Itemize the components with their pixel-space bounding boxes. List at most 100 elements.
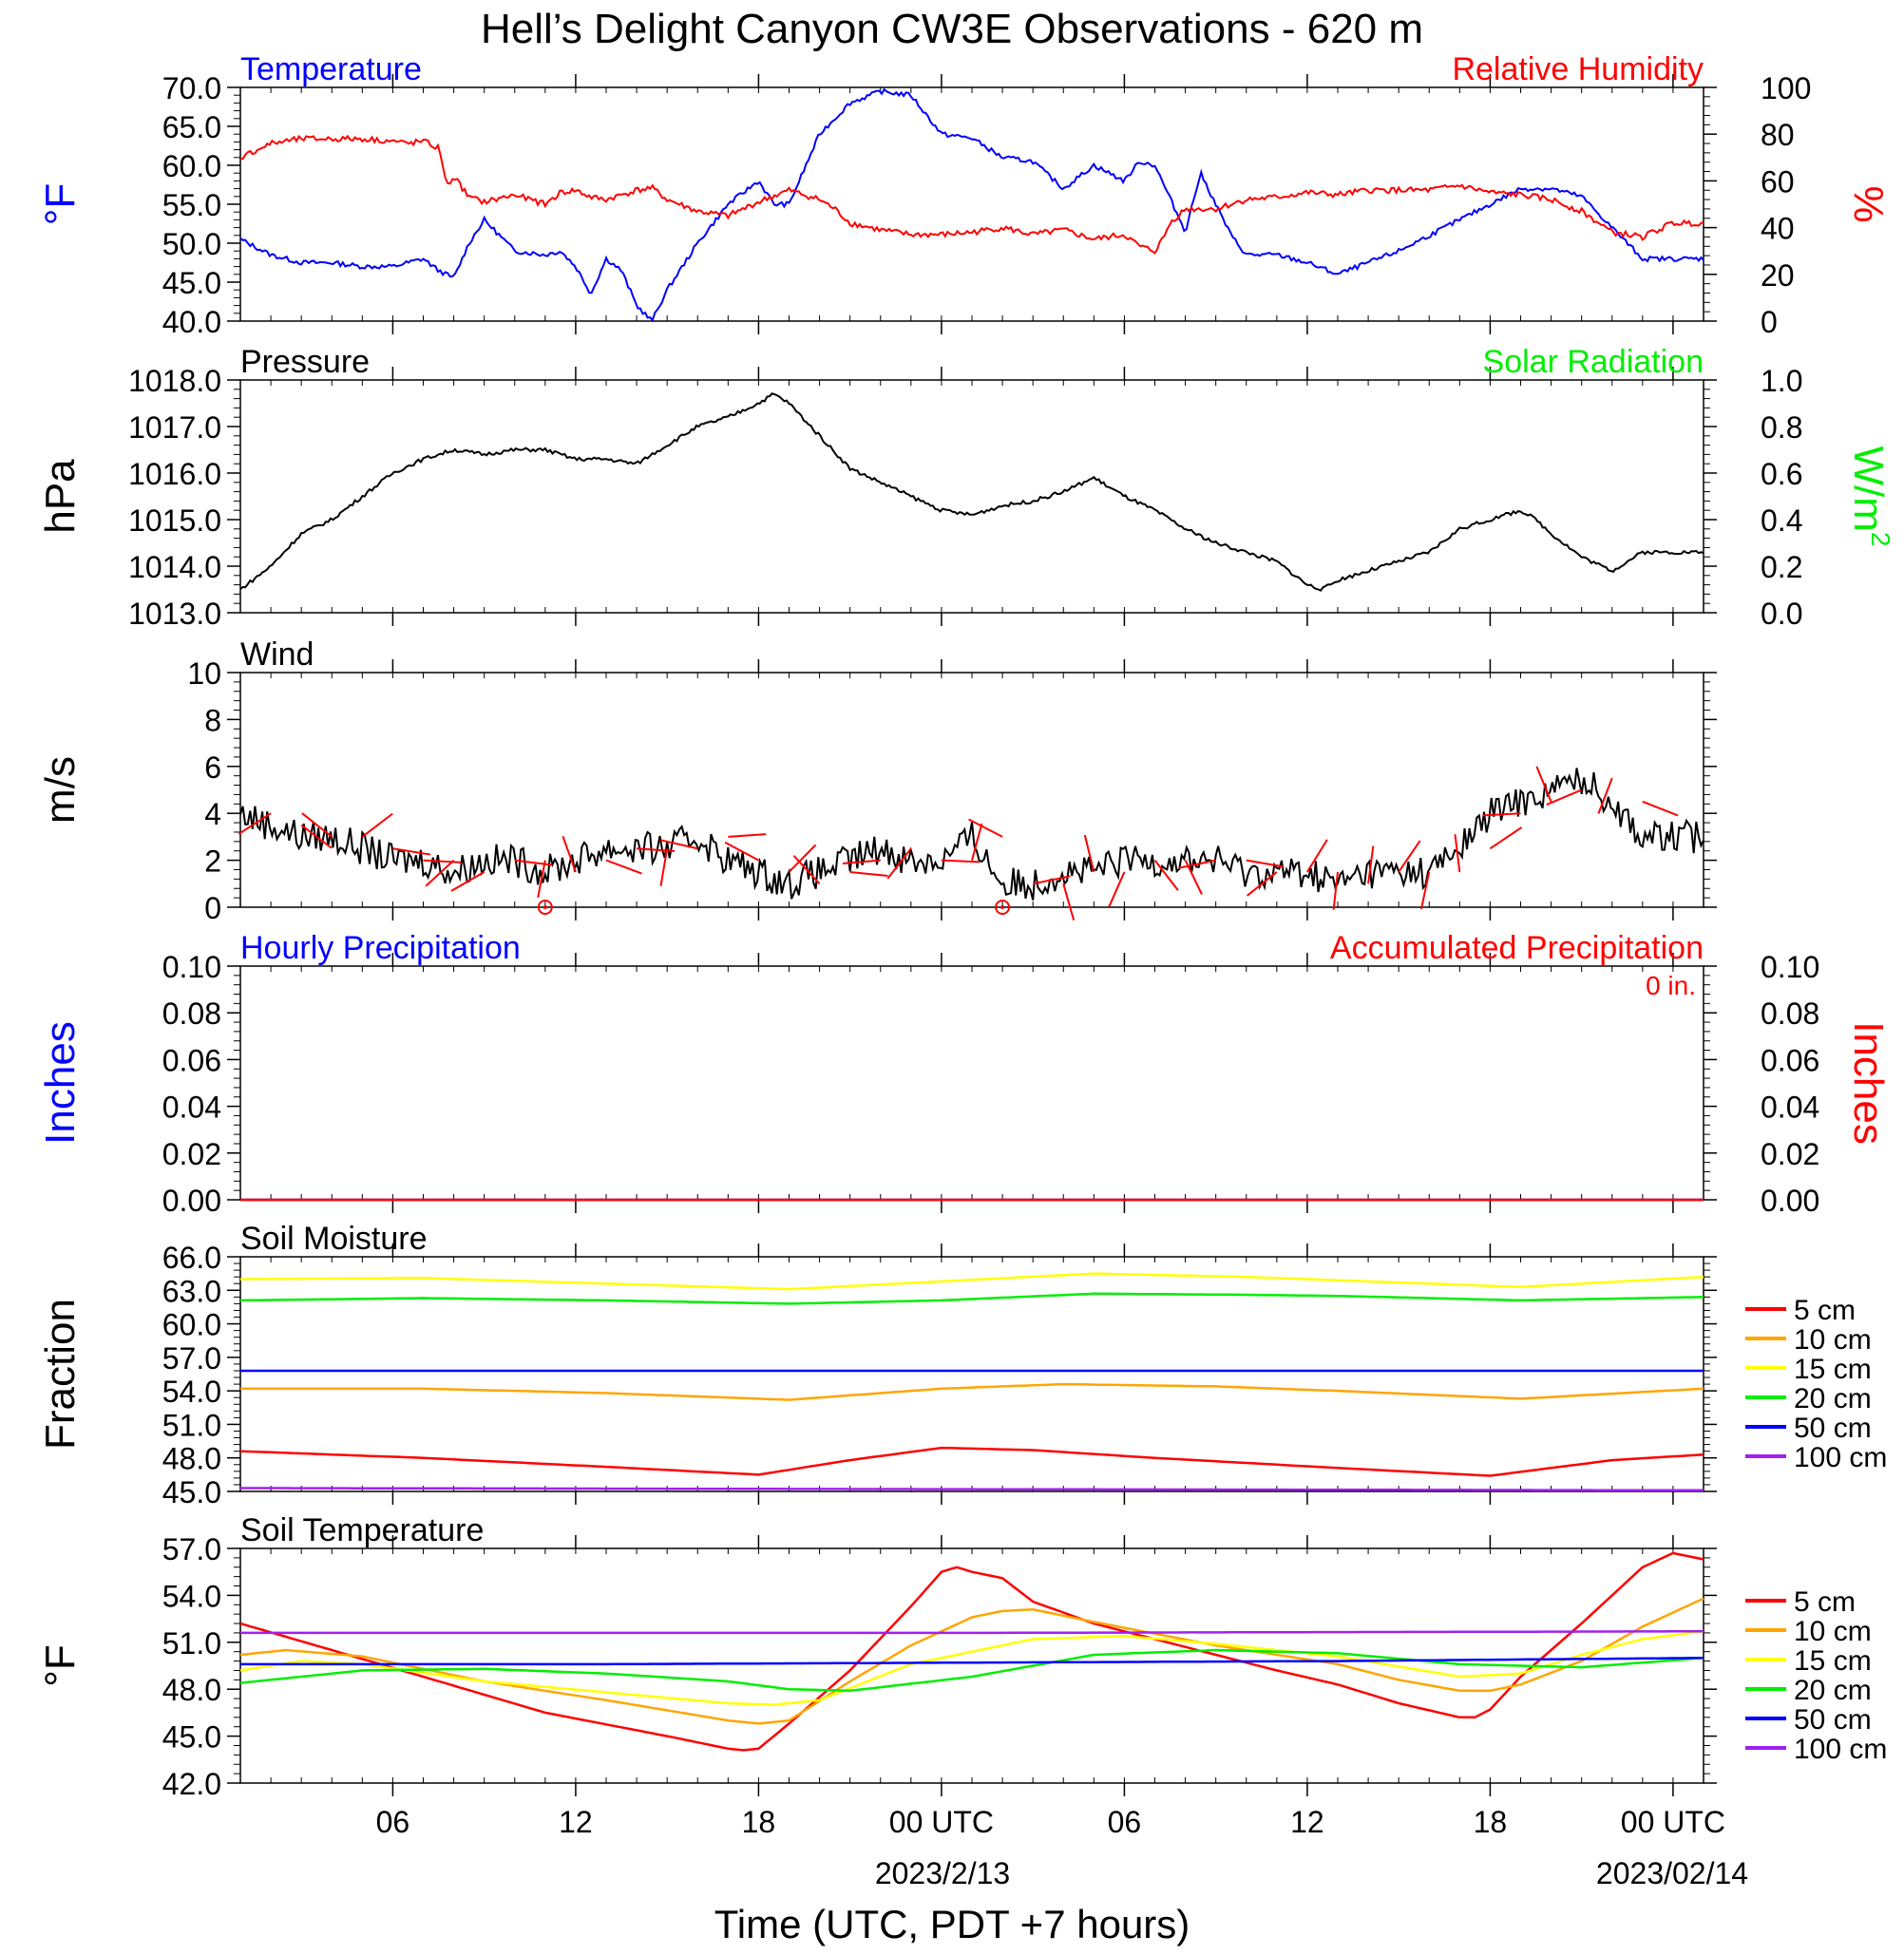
x-date-label-2: 2023/02/14: [1596, 1856, 1748, 1890]
wind-barb: [238, 812, 272, 835]
x-tick-label: 00 UTC: [889, 1805, 994, 1839]
panel-title-left: Temperature: [240, 51, 422, 87]
legend-label: 15 cm: [1794, 1645, 1872, 1677]
wind-barb: [724, 841, 759, 862]
y-tick-label: 70.0: [162, 71, 221, 105]
x-tick-label: 00 UTC: [1621, 1805, 1725, 1839]
series-line-pressure: [239, 392, 1704, 592]
wind-barb: [562, 835, 577, 873]
y-tick-label: 2: [204, 845, 221, 879]
y-tick-label: 57.0: [162, 1341, 221, 1376]
wind-barb: [1306, 839, 1328, 873]
y-right-tick-label: 0.02: [1761, 1137, 1819, 1171]
y-tick-label: 45.0: [162, 266, 221, 300]
y-tick-label: 1017.0: [128, 410, 221, 445]
panel-title-left: Hourly Precipitation: [240, 930, 521, 966]
series-line-100-cm: [240, 1487, 1704, 1492]
wind-barb: [1546, 788, 1583, 806]
panel-soil_moisture: 45.048.051.054.057.060.063.066.0 Soil Moi…: [37, 1221, 1887, 1509]
panel-title-right: Solar Radiation: [1483, 344, 1704, 380]
plot-frame: [239, 379, 1704, 614]
y-right-tick-label: 60: [1761, 164, 1795, 199]
wind-barb: [392, 847, 431, 856]
y-right-tick-label: 20: [1761, 258, 1795, 293]
legend-label: 10 cm: [1794, 1616, 1872, 1647]
x-axis-label: Time (UTC, PDT +7 hours): [714, 1902, 1190, 1946]
y-right-tick-label: 0.2: [1761, 550, 1802, 584]
wind-barb: [1482, 812, 1521, 817]
wind-barb: [1108, 871, 1126, 907]
y-axis-label-left: °F: [37, 183, 84, 225]
x-tick-label: 18: [742, 1805, 776, 1839]
wind-barb: [637, 847, 676, 853]
calm-marker: [995, 900, 1011, 915]
accumulation-annotation: 0 in.: [1646, 971, 1696, 1000]
series-line-50-cm: [240, 1657, 1704, 1666]
x-tick-label: 12: [559, 1805, 593, 1839]
y-right-tick-label: 0.0: [1761, 597, 1802, 631]
y-axis-label-left: m/s: [37, 756, 84, 824]
wind-barb: [1454, 834, 1461, 873]
wind-barb: [605, 859, 642, 875]
panel-title-right: Relative Humidity: [1452, 51, 1704, 87]
y-tick-label: 54.0: [162, 1579, 221, 1613]
panel-precipitation: 0.00 0.02 0.04 0.06 0.08 0.10 0.00 0.02 0.04 0.06…: [37, 930, 1892, 1218]
y-tick-label: 51.0: [162, 1408, 221, 1442]
y-tick-label: 60.0: [162, 1308, 221, 1342]
wind-barb: [1367, 845, 1375, 884]
series-line-temperature: [239, 87, 1704, 323]
wind-barb: [1642, 800, 1679, 817]
plot-frame: [239, 86, 1704, 322]
y-tick-label: 60.0: [162, 149, 221, 183]
y-tick-label: 57.0: [162, 1532, 221, 1566]
wind-barb: [425, 859, 455, 887]
x-date-label-1: 2023/2/13: [875, 1856, 1010, 1890]
y-tick-label: 1014.0: [128, 550, 221, 584]
y-tick-label: 0: [204, 891, 221, 925]
legend-label: 50 cm: [1794, 1704, 1872, 1736]
x-tick-label: 12: [1290, 1805, 1324, 1839]
figure-title: Hell’s Delight Canyon CW3E Observations …: [481, 6, 1423, 52]
y-axis-label-right: %: [1845, 185, 1892, 222]
wind-barb: [788, 844, 817, 873]
wind-barb: [792, 855, 821, 884]
y-tick-label: 1016.0: [128, 457, 221, 491]
calm-marker-dot: [1000, 905, 1005, 909]
legend-label: 10 cm: [1794, 1324, 1872, 1356]
y-tick-label: 0.06: [162, 1043, 221, 1077]
wind-barb: [1178, 859, 1216, 869]
y-tick-label: 8: [204, 703, 221, 737]
y-right-tick-label: 0.04: [1761, 1091, 1819, 1125]
y-right-tick-label: 100: [1761, 71, 1811, 105]
wind-barb: [1332, 871, 1339, 910]
wind-barb: [1489, 826, 1523, 850]
wind-barb: [1083, 834, 1095, 873]
wind-barb: [1419, 871, 1431, 910]
y-tick-label: 0.08: [162, 996, 221, 1031]
panel-title-left: Pressure: [240, 344, 370, 380]
y-tick-label: 45.0: [162, 1720, 221, 1755]
y-right-tick-label: 1.0: [1761, 364, 1802, 398]
wind-barb: [886, 847, 912, 880]
y-axis-label-left: °F: [37, 1644, 84, 1686]
y-tick-label: 48.0: [162, 1442, 221, 1476]
y-axis-label-left: Inches: [37, 1021, 84, 1145]
y-right-tick-label: 0.06: [1761, 1043, 1819, 1077]
wind-barb: [941, 859, 980, 864]
y-tick-label: 50.0: [162, 227, 221, 261]
y-tick-label: 0.00: [162, 1184, 221, 1218]
wind-barb: [361, 812, 393, 838]
y-tick-label: 65.0: [162, 110, 221, 144]
y-right-tick-label: 0.10: [1761, 950, 1819, 984]
y-axis-label-left: Fraction: [37, 1299, 84, 1450]
y-tick-label: 54.0: [162, 1375, 221, 1409]
series-line-5-cm: [239, 1551, 1704, 1752]
wind-barb: [968, 818, 1003, 838]
y-tick-label: 40.0: [162, 305, 221, 339]
series-line-20-cm: [239, 1648, 1704, 1693]
y-tick-label: 66.0: [162, 1241, 221, 1275]
calm-marker-dot: [543, 905, 547, 909]
series-line-wind: [239, 768, 1704, 901]
y-tick-label: 48.0: [162, 1673, 221, 1707]
wind-barb: [1246, 859, 1285, 868]
